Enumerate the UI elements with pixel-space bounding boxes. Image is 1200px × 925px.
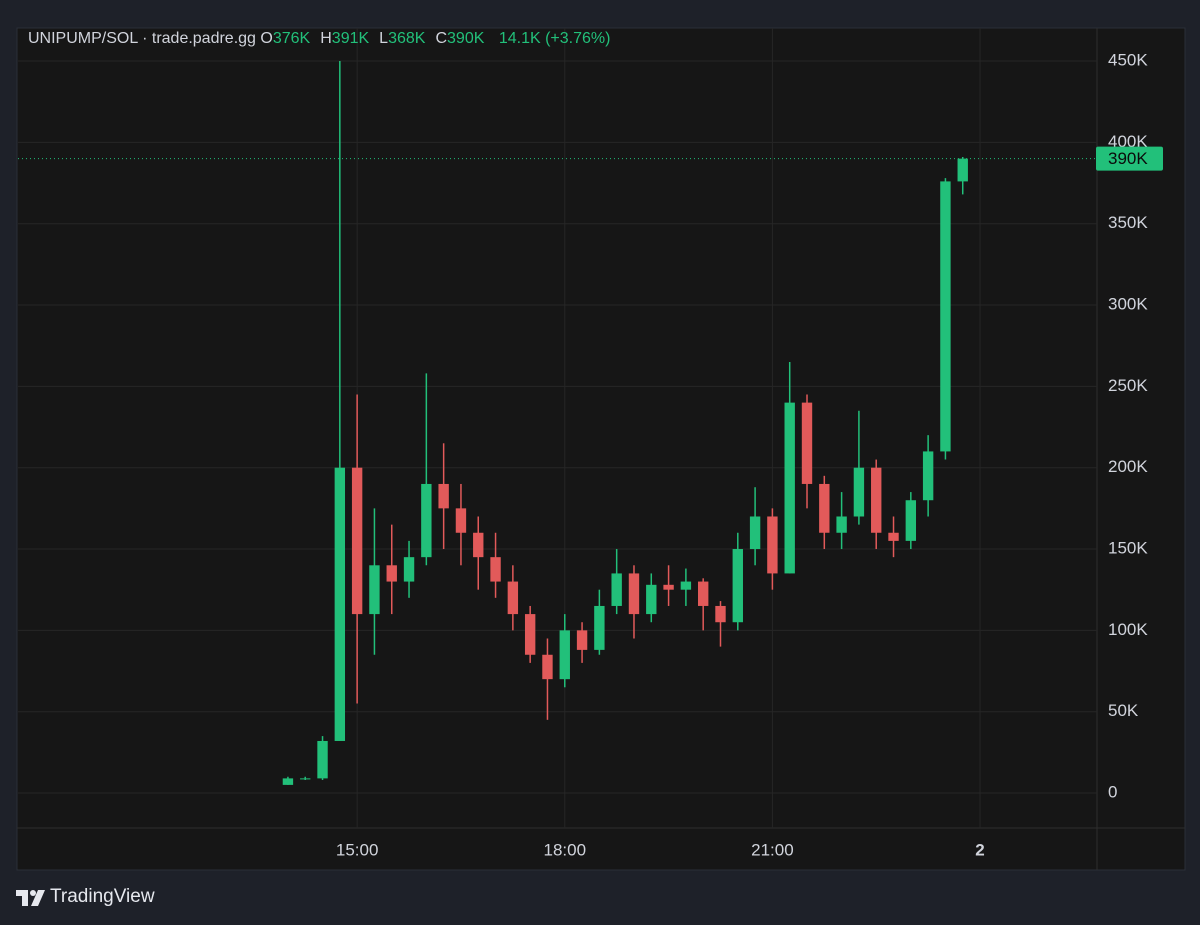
y-tick-label: 200K	[1108, 457, 1148, 476]
candle-body	[490, 557, 501, 582]
ohlc-key: C	[435, 30, 448, 47]
candle-body	[888, 532, 899, 541]
y-tick-label: 0	[1108, 783, 1117, 802]
grid	[18, 28, 1097, 828]
candle-body	[819, 483, 830, 533]
chart-panel	[16, 27, 1186, 871]
candle-body	[473, 532, 484, 558]
ohlc-values: O376K H391K L368K C390K	[260, 30, 494, 47]
change: 14.1K (+3.76%)	[498, 30, 611, 47]
ohlc-key: O	[260, 30, 273, 47]
candle-body	[542, 654, 553, 680]
candle-body	[282, 778, 294, 785]
candle-body	[317, 740, 328, 779]
candle-body	[403, 557, 415, 582]
ohlc-legend: UNIPUMP/SOL · trade.padre.gg O376K H391K L…	[28, 30, 620, 48]
candle-body	[594, 605, 605, 650]
candle-body	[680, 581, 692, 590]
candle-body	[853, 467, 865, 517]
candle-body	[334, 467, 346, 741]
candle-body	[369, 565, 380, 615]
candle-body	[559, 630, 570, 680]
candle-body	[784, 402, 795, 574]
candle-body	[697, 581, 709, 606]
brand: TradingView	[50, 886, 155, 907]
x-tick-label: 15:00	[336, 840, 379, 859]
x-tick-label: 2	[975, 840, 984, 859]
candle-body	[576, 630, 588, 650]
candle-body	[922, 451, 934, 501]
candle-body	[663, 584, 674, 590]
symbol-title: UNIPUMP/SOL · trade.padre.gg	[28, 30, 256, 47]
candle-body	[300, 778, 311, 780]
y-tick-label: 100K	[1108, 620, 1148, 639]
candle-body	[801, 402, 813, 484]
candle-body	[767, 516, 778, 574]
ohlc-value: 376K	[272, 30, 311, 47]
candle-body	[611, 573, 622, 606]
candle-body	[524, 614, 536, 655]
candle-body	[732, 549, 743, 623]
candle-body	[628, 573, 640, 615]
candle-body	[836, 516, 847, 533]
x-tick-label: 21:00	[751, 840, 794, 859]
candle-body	[438, 483, 449, 509]
candle-body	[871, 467, 882, 533]
candle-body	[507, 581, 519, 615]
ohlc-value: 390K	[447, 30, 485, 47]
candle-body	[646, 584, 657, 615]
ohlc-key: H	[320, 30, 332, 47]
ohlc-value: 368K	[388, 30, 426, 47]
tv-logo	[16, 890, 45, 906]
y-tick-label: 400K	[1108, 132, 1148, 151]
candle-body	[940, 181, 951, 452]
y-tick-label: 50K	[1108, 701, 1139, 720]
candle-body	[351, 467, 363, 615]
ohlc-value: 391K	[331, 30, 370, 47]
y-tick-label: 450K	[1108, 51, 1148, 70]
y-tick-label: 150K	[1108, 539, 1148, 558]
y-tick-label: 300K	[1108, 295, 1148, 314]
last-price-badge	[1096, 146, 1163, 171]
candle-body	[905, 500, 917, 541]
last-price-label: 390K	[1108, 149, 1148, 168]
candle-body	[455, 508, 467, 533]
candle-body	[386, 565, 397, 582]
x-tick-label: 18:00	[543, 840, 586, 859]
y-tick-label: 350K	[1108, 213, 1148, 232]
ohlc-key: L	[379, 30, 389, 47]
candle-body	[715, 605, 726, 623]
candle-body	[421, 483, 432, 558]
candle-body	[749, 516, 761, 550]
y-tick-label: 250K	[1108, 376, 1148, 395]
candle-body	[957, 158, 968, 182]
